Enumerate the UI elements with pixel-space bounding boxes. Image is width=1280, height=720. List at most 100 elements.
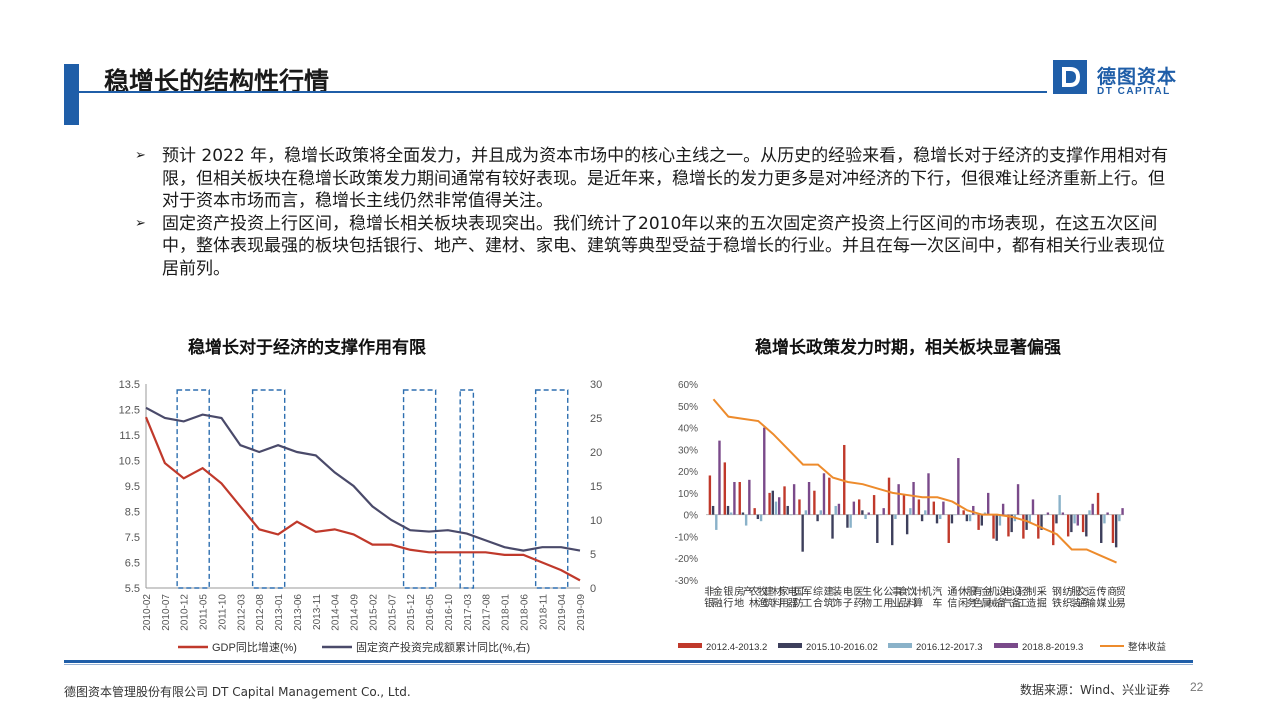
category-label-char: 事: [892, 585, 902, 598]
left-y-tick-label: 6.5: [125, 558, 140, 570]
bar-2: [816, 514, 819, 522]
bar-3: [879, 514, 882, 516]
x-tick-label: 2013-11: [312, 594, 323, 630]
y-tick-label: 50%: [678, 402, 698, 413]
category-label-char: 备: [996, 597, 1006, 610]
x-tick-label: 2019-09: [576, 594, 587, 631]
x-tick-label: 2010-07: [161, 594, 172, 631]
category-label-char: 子: [843, 598, 853, 610]
x-tick-label: 2017-08: [482, 594, 493, 631]
bar-3: [1088, 510, 1091, 515]
arrow-bullet-icon: ➢: [135, 215, 146, 231]
bar-4: [987, 492, 990, 515]
x-tick-label: 2019-04: [557, 594, 568, 631]
bar-4: [972, 505, 975, 515]
bar-1: [723, 462, 727, 515]
bullet-item: ➢ 固定资产投资上行区间，稳增长相关板块表现突出。我们统计了2010年以来的五次…: [135, 213, 1175, 281]
category-label-char: 牧: [758, 585, 768, 598]
category-label-char: 家: [779, 585, 789, 598]
category-label-char: 械: [988, 597, 998, 610]
category-label-char: 公: [883, 587, 893, 598]
category-label-char: 造: [1026, 597, 1036, 610]
legend-gdp-label: GDP同比增速(%): [212, 640, 297, 654]
bar-3: [804, 510, 808, 515]
category-label-char: 化: [873, 585, 883, 598]
bar-1: [1052, 514, 1055, 546]
bar-3: [909, 508, 912, 515]
bar-1: [902, 495, 906, 515]
x-tick-label: 2011-10: [217, 594, 228, 630]
bar-2: [1070, 514, 1073, 533]
category-label-char: 工: [873, 599, 883, 610]
category-label-char: 装: [1071, 597, 1081, 610]
bar-4: [1091, 503, 1094, 515]
title-underline: [79, 91, 1047, 93]
bar-3: [774, 501, 778, 515]
category-label-char: 饰: [832, 597, 842, 610]
y-tick-label: 30%: [678, 445, 698, 456]
logo-english-name: DT CAPITAL: [1097, 86, 1171, 97]
bar-1: [857, 499, 861, 515]
x-tick-label: 2013-06: [293, 594, 304, 631]
x-tick-label: 2011-05: [199, 594, 210, 630]
category-label-char: 通: [1077, 598, 1087, 610]
bar-3: [1043, 514, 1046, 516]
category-label-char: 筑: [824, 597, 834, 610]
bar-3: [939, 514, 942, 520]
left-y-tick-label: 10.5: [119, 456, 140, 468]
bullet-text: 预计 2022 年，稳增长政策将全面发力，并且成为资本市场中的核心主线之一。从历…: [162, 146, 1169, 211]
legend-label: 2015.10-2016.02: [806, 642, 878, 653]
category-label-char: 轻: [1018, 585, 1028, 598]
bar-2: [935, 514, 939, 524]
category-label-char: 国: [794, 586, 804, 598]
category-label-char: 综: [813, 585, 823, 598]
category-label-char: 掘: [1037, 597, 1047, 610]
y-tick-label: -10%: [675, 532, 698, 543]
dt-logo-icon: [1053, 60, 1087, 94]
bar-1: [947, 514, 950, 543]
x-tick-label: 2017-03: [463, 594, 474, 631]
arrow-bullet-icon: ➢: [135, 148, 146, 163]
bar-1: [977, 514, 980, 530]
bar-1: [828, 477, 831, 515]
category-label-char: 工: [1018, 599, 1028, 610]
bar-3: [953, 514, 957, 516]
right-y-tick-label: 0: [590, 583, 596, 595]
company-logo: 德图资本 DT CAPITAL: [1053, 60, 1193, 98]
bar-2: [891, 514, 894, 546]
bar-4: [792, 484, 796, 515]
bar-4: [1016, 484, 1020, 515]
category-label-char: 车: [932, 597, 942, 610]
category-label-char: 输: [1086, 597, 1096, 610]
legend-label: 2016.12-2017.3: [916, 642, 983, 653]
bar-4: [763, 427, 766, 515]
x-tick-label: 2018-06: [519, 594, 530, 631]
bar-2: [1010, 514, 1013, 533]
bar-2: [801, 514, 804, 552]
gdp-fai-line-chart: 13.5 12.5 11.5 10.5 9.5 8.5 7.5 6.5 5.5 30 25 20 15 1…: [119, 379, 603, 654]
category-label-char: 银: [723, 585, 733, 598]
category-label-char: 业: [1107, 598, 1117, 610]
footer-rule: [64, 660, 1193, 663]
category-label-char: 药: [854, 598, 864, 610]
bar-3: [1058, 495, 1061, 515]
category-label-char: 有: [973, 585, 983, 598]
y-tick-label: 40%: [678, 424, 698, 435]
bar-3: [789, 514, 793, 516]
category-label-char: 用: [883, 599, 893, 610]
category-label-char: 纺: [1063, 585, 1073, 598]
y-tick-label: 10%: [678, 489, 698, 500]
category-label-char: 算: [913, 597, 923, 610]
category-label-char: 防: [794, 597, 804, 610]
bar-4: [1001, 503, 1005, 515]
bar-2: [1025, 514, 1028, 530]
category-label-char: 铁: [1052, 597, 1062, 610]
bar-4: [1121, 508, 1124, 515]
bar-2: [1055, 514, 1058, 524]
right-y-tick-label: 5: [590, 549, 596, 561]
bar-1: [708, 475, 712, 515]
x-tick-label: 2012-08: [255, 594, 266, 631]
bar-4: [733, 482, 736, 515]
bar-3: [834, 505, 837, 515]
bar-3: [968, 514, 972, 522]
